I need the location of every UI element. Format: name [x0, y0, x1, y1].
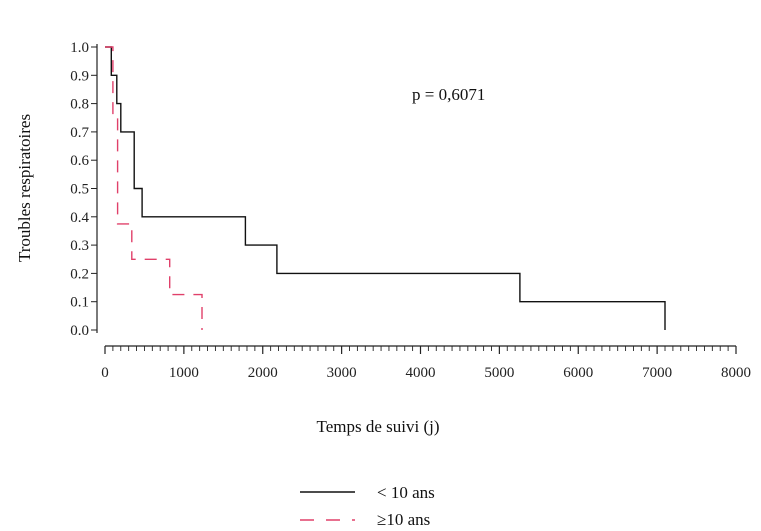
y-tick-label: 0.3 — [70, 238, 89, 254]
x-tick-label: 6000 — [563, 365, 593, 381]
series-line-0 — [105, 46, 666, 330]
x-tick-label: 3000 — [327, 365, 357, 381]
x-tick-label: 2000 — [248, 365, 278, 381]
y-tick-label: 0.8 — [70, 97, 89, 113]
y-tick-label: 0.5 — [70, 182, 89, 198]
y-tick-label: 0.9 — [70, 68, 89, 84]
y-tick-label: 0.4 — [70, 210, 89, 226]
series-line-1 — [105, 46, 203, 330]
x-tick-label: 7000 — [642, 365, 672, 381]
y-axis-title: Troubles respiratoires — [15, 114, 34, 262]
x-tick-label: 8000 — [721, 365, 751, 381]
x-tick-label: 5000 — [484, 365, 514, 381]
x-tick-label: 1000 — [169, 365, 199, 381]
y-tick-label: 0.6 — [70, 153, 89, 169]
x-tick-label: 4000 — [406, 365, 436, 381]
axis-ticks: 0.0 0.1 0.2 0.3 0.4 0.5 0.6 0.7 0.8 0.9 1.0 0 1000 20… — [70, 40, 751, 381]
y-tick-label: 1.0 — [70, 40, 89, 56]
y-tick-label: 0.2 — [70, 266, 89, 282]
y-tick-label: 0.0 — [70, 323, 89, 339]
legend-label-ge10: ≥10 ans — [377, 510, 430, 529]
x-axis-title: Temps de suivi (j) — [317, 417, 440, 436]
x-tick-label: 0 — [101, 365, 109, 381]
legend-label-lt10: < 10 ans — [377, 483, 435, 502]
y-tick-label: 0.7 — [70, 125, 89, 141]
legend: < 10 ans ≥10 ans — [300, 483, 435, 529]
p-value-annotation: p = 0,6071 — [412, 85, 485, 104]
y-tick-label: 0.1 — [70, 295, 89, 311]
series-layer — [105, 46, 666, 330]
